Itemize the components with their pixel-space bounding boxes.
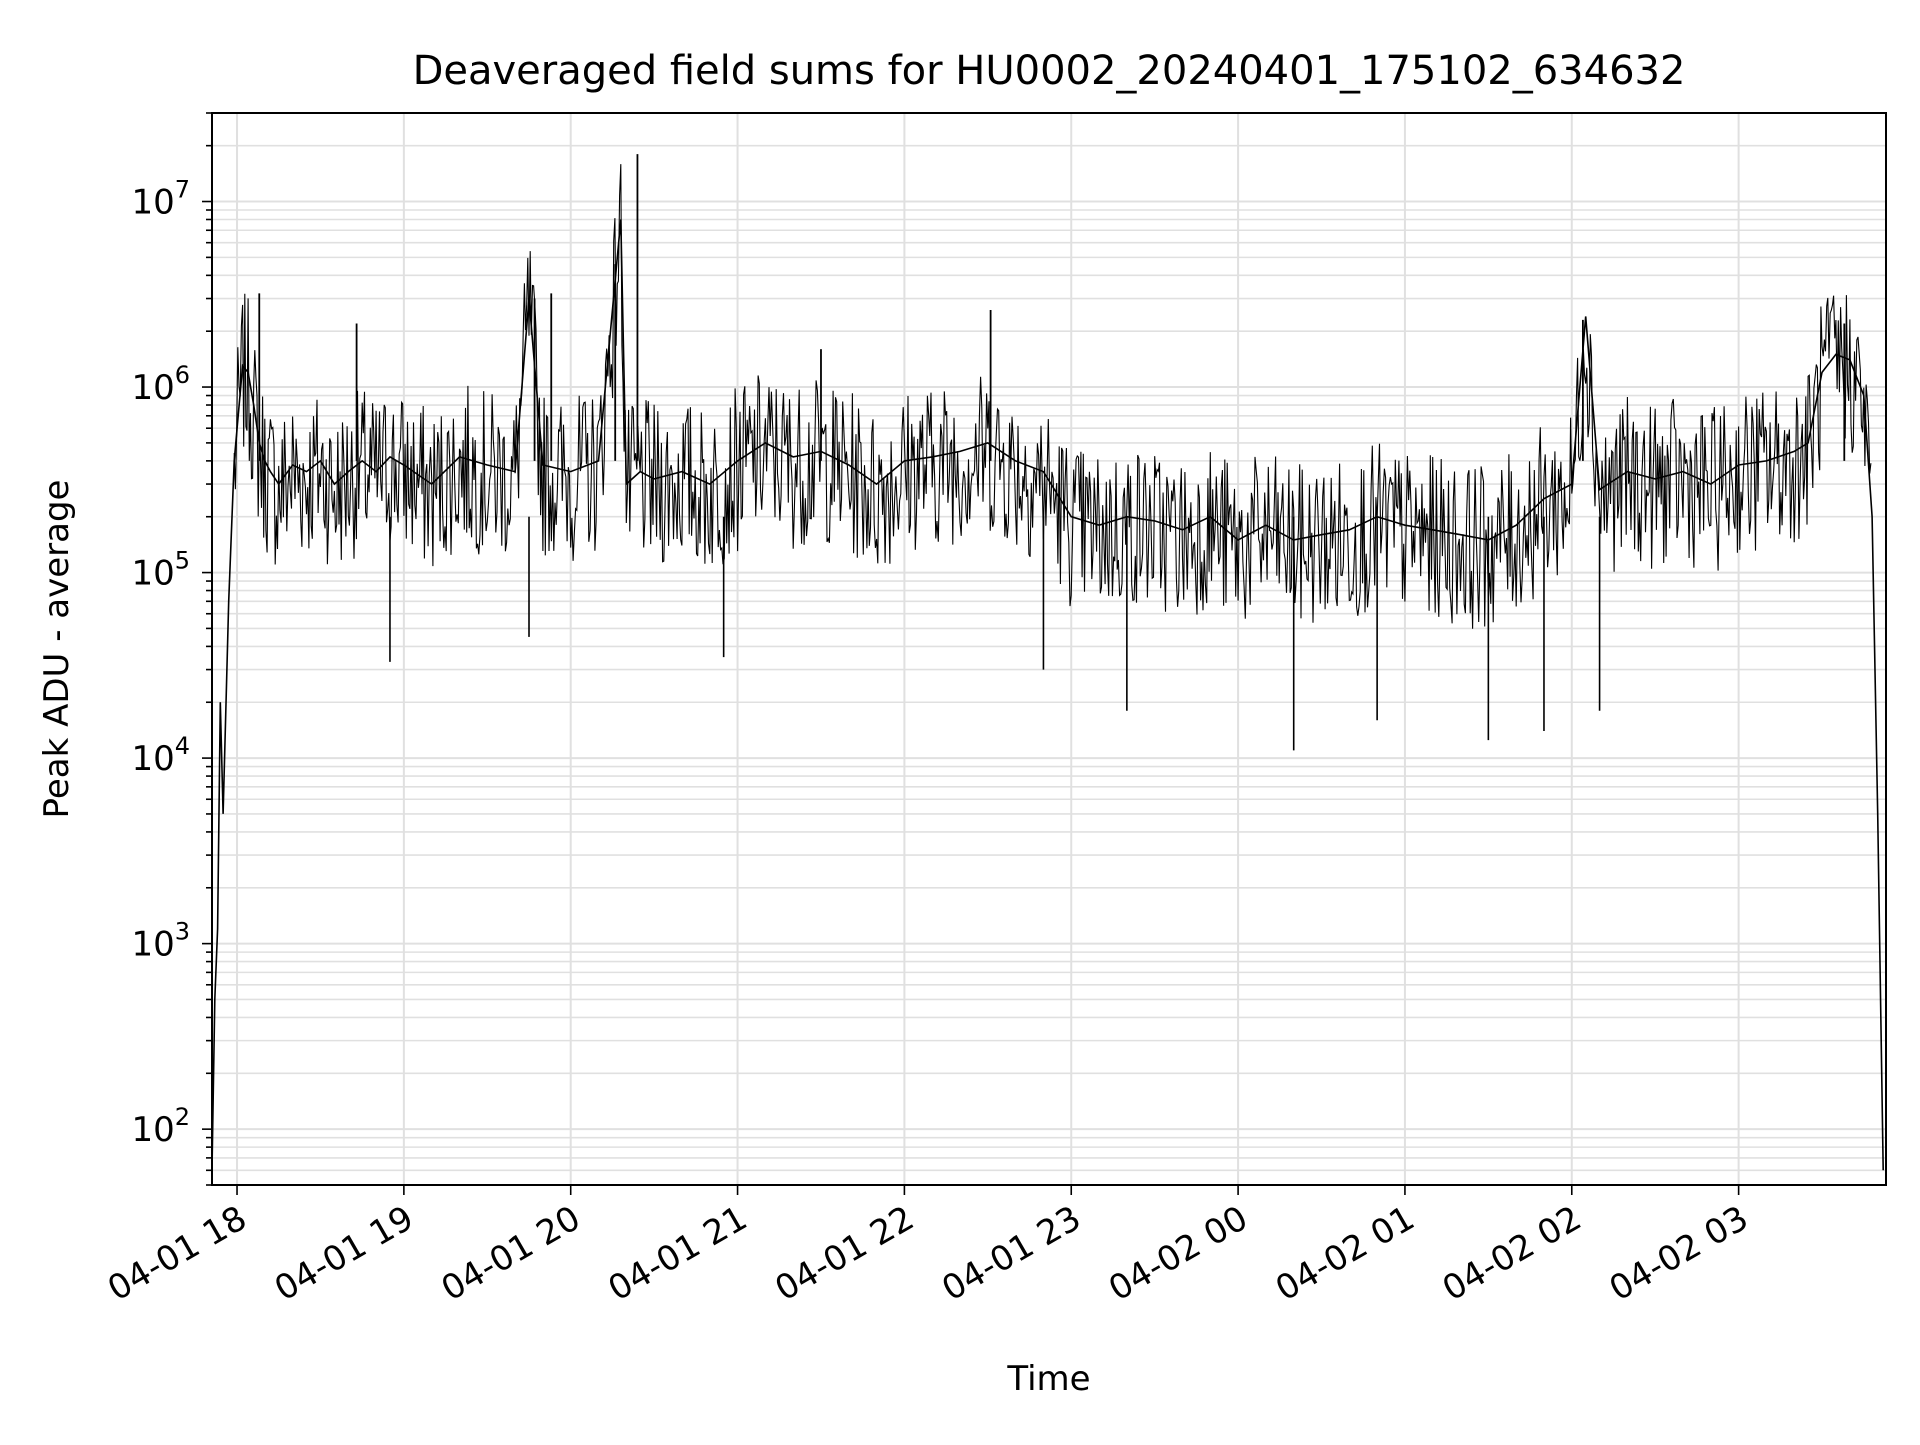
- x-axis-label: Time: [1006, 1359, 1090, 1399]
- series-line: [211, 219, 1884, 1171]
- series-noise: [233, 164, 1872, 629]
- y-tick-label: 102: [131, 1103, 190, 1150]
- y-tick-label: 107: [131, 176, 190, 223]
- y-axis-label: Peak ADU - average: [37, 480, 77, 819]
- y-tick-label: 105: [131, 547, 190, 594]
- chart-title: Deaveraged field sums for HU0002_2024040…: [413, 48, 1686, 94]
- y-tick-label: 104: [131, 732, 190, 779]
- grid-layer: [212, 112, 1886, 1186]
- data-layer: [211, 154, 1884, 1171]
- y-tick-label: 103: [131, 918, 190, 965]
- y-tick-label: 106: [131, 361, 190, 408]
- plot-frame: [211, 112, 1887, 1186]
